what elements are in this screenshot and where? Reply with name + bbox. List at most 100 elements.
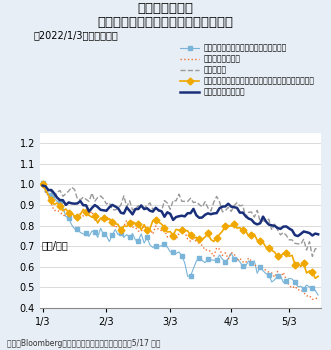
ワークデイ	[293, 241, 297, 245]
ズーム・ビデオ・コミュニケーションズ	[276, 274, 280, 278]
ズーム・ビデオ・コミュニケーションズ	[128, 235, 132, 239]
ナスダック・エマージング・クラウド・インデックス	[284, 251, 288, 255]
ゼットスケーラー	[316, 295, 320, 300]
ナスダック総合指数	[41, 183, 45, 188]
ナスダック総合指数	[296, 234, 300, 238]
ズーム・ビデオ・コミュニケーションズ	[110, 233, 114, 237]
Text: （2022/1/3の終値＝１）: （2022/1/3の終値＝１）	[33, 30, 118, 40]
Line: ワークデイ: ワークデイ	[43, 184, 318, 257]
ナスダック・エマージング・クラウド・インデックス	[171, 233, 175, 238]
ナスダック・エマージング・クラウド・インデックス	[75, 215, 79, 219]
Line: ナスダック総合指数: ナスダック総合指数	[43, 186, 318, 236]
ワークデイ	[310, 254, 314, 259]
Legend: ズーム・ビデオ・コミュニケーションズ, ゼットスケーラー, ワークデイ, ナスダック・エマージング・クラウド・インデックス, ナスダック総合指数: ズーム・ビデオ・コミュニケーションズ, ゼットスケーラー, ワークデイ, ナスダ…	[177, 41, 317, 99]
ナスダック・エマージング・クラウド・インデックス	[136, 222, 140, 226]
ズーム・ビデオ・コミュニケーションズ	[258, 265, 262, 269]
ナスダック・エマージング・クラウド・インデックス	[215, 236, 219, 240]
ナスダック・エマージング・クラウド・インデックス	[206, 231, 210, 236]
ワークデイ	[41, 182, 45, 186]
Line: ゼットスケーラー: ゼットスケーラー	[43, 184, 318, 299]
ゼットスケーラー	[189, 239, 193, 243]
ズーム・ビデオ・コミュニケーションズ	[215, 258, 219, 262]
ズーム・ビデオ・コミュニケーションズ	[206, 257, 210, 261]
ズーム・ビデオ・コミュニケーションズ	[136, 238, 140, 243]
ズーム・ビデオ・コミュニケーションズ	[302, 287, 306, 291]
ナスダック・エマージング・クラウド・インデックス	[232, 222, 236, 226]
ナスダック・エマージング・クラウド・インデックス	[250, 232, 254, 237]
ナスダック総合指数	[316, 232, 320, 237]
ナスダック・エマージング・クラウド・インデックス	[276, 254, 280, 259]
ナスダック総合指数	[78, 199, 82, 203]
ナスダック・エマージング・クラウド・インデックス	[267, 246, 271, 250]
ナスダック・エマージング・クラウド・インデックス	[119, 228, 123, 232]
ワークデイ	[189, 196, 193, 200]
ナスダック・エマージング・クラウド・インデックス	[180, 228, 184, 232]
ナスダック・エマージング・クラウド・インデックス	[258, 239, 262, 243]
ズーム・ビデオ・コミュニケーションズ	[49, 193, 53, 197]
ワークデイ	[78, 198, 82, 202]
ゼットスケーラー	[78, 211, 82, 216]
ナスダック・エマージング・クラウド・インデックス	[93, 214, 97, 218]
ナスダック・エマージング・クラウド・インデックス	[293, 262, 297, 267]
ズーム・ビデオ・コミュニケーションズ	[197, 256, 201, 260]
ズーム・ビデオ・コミュニケーションズ	[102, 232, 106, 237]
ズーム・ビデオ・コミュニケーションズ	[241, 264, 245, 268]
ズーム・ビデオ・コミュニケーションズ	[93, 230, 97, 234]
ズーム・ビデオ・コミュニケーションズ	[154, 244, 158, 248]
ワークデイ	[180, 199, 184, 203]
ナスダック・エマージング・クラウド・インデックス	[41, 182, 45, 186]
ナスダック・エマージング・クラウド・インデックス	[163, 226, 166, 230]
ナスダック・エマージング・クラウド・インデックス	[302, 261, 306, 266]
ズーム・ビデオ・コミュニケーションズ	[250, 261, 254, 265]
ナスダック・エマージング・クラウド・インデックス	[197, 237, 201, 241]
ゼットスケーラー	[293, 284, 297, 288]
ズーム・ビデオ・コミュニケーションズ	[119, 231, 123, 235]
ズーム・ビデオ・コミュニケーションズ	[163, 242, 166, 246]
ナスダック総合指数	[293, 233, 297, 237]
ゼットスケーラー	[310, 297, 314, 301]
ナスダック・エマージング・クラウド・インデックス	[102, 216, 106, 220]
ワークデイ	[160, 209, 164, 213]
ナスダック総合指数	[119, 211, 123, 215]
ズーム・ビデオ・コミュニケーションズ	[189, 274, 193, 278]
ズーム・ビデオ・コミュニケーションズ	[293, 280, 297, 285]
ズーム・ビデオ・コミュニケーションズ	[41, 181, 45, 186]
ゼットスケーラー	[180, 229, 184, 233]
ズーム・ビデオ・コミュニケーションズ	[180, 254, 184, 258]
ズーム・ビデオ・コミュニケーションズ	[58, 199, 62, 203]
ゼットスケーラー	[119, 231, 123, 235]
ナスダック・エマージング・クラウド・インデックス	[223, 224, 227, 228]
ナスダック・エマージング・クラウド・インデックス	[154, 217, 158, 222]
ズーム・ビデオ・コミュニケーションズ	[223, 259, 227, 264]
ナスダック・エマージング・クラウド・インデックス	[58, 204, 62, 208]
Text: 主要株価指数と: 主要株価指数と	[137, 2, 194, 15]
ナスダック・エマージング・クラウド・インデックス	[145, 228, 149, 232]
Text: （月/日）: （月/日）	[41, 241, 68, 251]
ズーム・ビデオ・コミュニケーションズ	[84, 231, 88, 235]
ズーム・ビデオ・コミュニケーションズ	[145, 236, 149, 240]
ナスダック・エマージング・クラウド・インデックス	[241, 229, 245, 233]
ズーム・ビデオ・コミュニケーションズ	[284, 279, 288, 283]
Text: 決算発表予定の主なハイテク株の推移: 決算発表予定の主なハイテク株の推移	[98, 16, 233, 29]
ズーム・ビデオ・コミュニケーションズ	[310, 286, 314, 290]
ワークデイ	[316, 246, 320, 251]
Line: ズーム・ビデオ・コミュニケーションズ: ズーム・ビデオ・コミュニケーションズ	[40, 181, 315, 292]
ナスダック総合指数	[160, 209, 164, 214]
ワークデイ	[119, 203, 123, 207]
ナスダック・エマージング・クラウド・インデックス	[110, 219, 114, 224]
ズーム・ビデオ・コミュニケーションズ	[171, 250, 175, 254]
ナスダック・エマージング・クラウド・インデックス	[128, 221, 132, 225]
ズーム・ビデオ・コミュニケーションズ	[67, 216, 71, 220]
ナスダック・エマージング・クラウド・インデックス	[84, 210, 88, 214]
Line: ナスダック・エマージング・クラウド・インデックス: ナスダック・エマージング・クラウド・インデックス	[40, 181, 315, 275]
ナスダック・エマージング・クラウド・インデックス	[310, 270, 314, 274]
ナスダック・エマージング・クラウド・インデックス	[49, 198, 53, 202]
ナスダック・エマージング・クラウド・インデックス	[67, 210, 71, 215]
ゼットスケーラー	[41, 182, 45, 186]
ナスダック総合指数	[189, 211, 193, 215]
ズーム・ビデオ・コミュニケーションズ	[232, 257, 236, 261]
Text: 出所：Bloombergのデータをもとに東洋証券作成、5/17 まで: 出所：Bloombergのデータをもとに東洋証券作成、5/17 まで	[7, 339, 160, 348]
ズーム・ビデオ・コミュニケーションズ	[75, 227, 79, 231]
ゼットスケーラー	[160, 229, 164, 233]
ナスダック・エマージング・クラウド・インデックス	[189, 233, 193, 237]
